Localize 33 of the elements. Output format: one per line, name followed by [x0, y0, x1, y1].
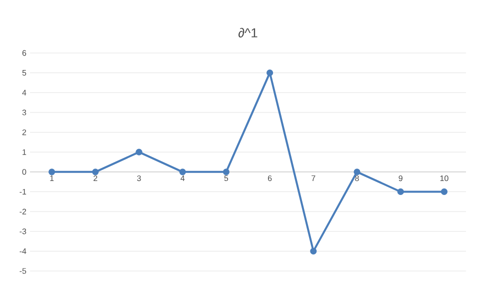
point — [397, 188, 404, 196]
y-tick-label: 3 — [22, 110, 26, 116]
x-tick-label: 10 — [440, 175, 448, 182]
point — [136, 148, 142, 156]
y-tick-label: 6 — [22, 50, 26, 56]
y-tick-label: -2 — [20, 208, 26, 214]
x-tick-label: 9 — [398, 175, 402, 182]
point — [222, 168, 230, 176]
point — [310, 248, 317, 254]
y-tick-label: 2 — [22, 129, 26, 136]
y-tick-label: 4 — [22, 90, 26, 96]
x-tick-label: 6 — [268, 175, 272, 182]
y-tick-label: -4 — [20, 248, 26, 254]
x-tick-label: 3 — [137, 175, 141, 182]
point — [440, 188, 448, 196]
x-tick-label: 5 — [224, 175, 228, 182]
chart-title: ∂^1 — [238, 28, 258, 38]
y-tick-label: 0 — [22, 169, 26, 175]
y-tick-label: -3 — [20, 228, 26, 234]
point — [266, 70, 274, 76]
y-tick-label: 1 — [22, 149, 26, 155]
point — [179, 168, 186, 176]
y-tick-label: -5 — [20, 268, 26, 274]
x-tick-label: 2 — [94, 175, 98, 182]
x-tick-label: 7 — [312, 175, 316, 181]
point — [354, 168, 360, 176]
y-tick-label: -1 — [20, 188, 26, 194]
point — [48, 168, 56, 176]
point — [92, 168, 99, 176]
x-tick-label: 4 — [180, 175, 185, 181]
x-tick-label: 8 — [355, 175, 359, 182]
x-tick-label: 1 — [50, 175, 54, 181]
y-tick-label: 5 — [22, 70, 26, 76]
